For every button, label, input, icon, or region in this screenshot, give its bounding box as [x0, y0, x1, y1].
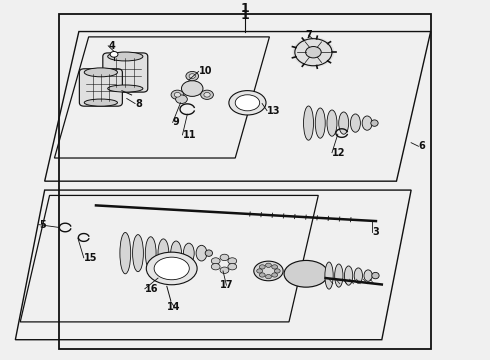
Circle shape — [186, 71, 198, 81]
Ellipse shape — [108, 52, 143, 61]
Circle shape — [306, 46, 321, 58]
Ellipse shape — [171, 241, 181, 265]
Ellipse shape — [108, 85, 143, 92]
Circle shape — [211, 264, 220, 270]
Circle shape — [189, 74, 196, 78]
Text: 9: 9 — [172, 117, 179, 127]
Ellipse shape — [205, 250, 213, 256]
Ellipse shape — [350, 114, 361, 132]
Circle shape — [293, 37, 334, 67]
Text: 12: 12 — [332, 148, 345, 158]
Circle shape — [171, 90, 184, 99]
Ellipse shape — [362, 116, 372, 130]
Text: 5: 5 — [39, 220, 46, 230]
Ellipse shape — [325, 262, 333, 289]
Text: 14: 14 — [168, 302, 181, 311]
Circle shape — [272, 273, 278, 277]
Circle shape — [220, 254, 229, 261]
Ellipse shape — [146, 237, 156, 270]
Text: 1: 1 — [241, 2, 249, 15]
Ellipse shape — [84, 99, 118, 106]
FancyBboxPatch shape — [103, 53, 148, 92]
Text: 8: 8 — [135, 99, 142, 108]
Ellipse shape — [339, 112, 349, 134]
Circle shape — [274, 269, 280, 273]
Circle shape — [228, 258, 237, 264]
Circle shape — [211, 258, 220, 264]
Ellipse shape — [344, 266, 353, 285]
Circle shape — [257, 269, 263, 273]
Text: 10: 10 — [198, 67, 212, 76]
Circle shape — [228, 264, 237, 270]
Ellipse shape — [196, 245, 207, 261]
Ellipse shape — [183, 243, 194, 263]
Text: 11: 11 — [182, 130, 196, 140]
Circle shape — [201, 90, 213, 99]
Circle shape — [110, 51, 118, 57]
Ellipse shape — [133, 235, 144, 272]
Ellipse shape — [158, 239, 169, 267]
Text: 17: 17 — [220, 280, 233, 290]
Ellipse shape — [154, 257, 189, 280]
Circle shape — [266, 263, 271, 267]
Circle shape — [272, 265, 278, 269]
Ellipse shape — [372, 273, 379, 279]
Ellipse shape — [327, 110, 337, 136]
Ellipse shape — [315, 108, 325, 138]
Circle shape — [174, 93, 181, 97]
Ellipse shape — [354, 268, 363, 283]
Ellipse shape — [254, 261, 283, 281]
Text: 16: 16 — [145, 284, 158, 294]
Text: 1: 1 — [241, 9, 249, 22]
Text: 3: 3 — [372, 227, 379, 237]
Text: 7: 7 — [305, 30, 312, 40]
Ellipse shape — [229, 91, 266, 115]
Text: 6: 6 — [418, 141, 425, 151]
Circle shape — [259, 265, 265, 269]
Ellipse shape — [147, 252, 197, 285]
Ellipse shape — [303, 106, 314, 140]
Ellipse shape — [84, 68, 118, 77]
FancyBboxPatch shape — [79, 69, 122, 106]
Circle shape — [181, 81, 203, 96]
Text: 13: 13 — [267, 105, 280, 116]
Ellipse shape — [235, 95, 260, 111]
Circle shape — [175, 95, 187, 104]
Ellipse shape — [371, 120, 378, 126]
Text: 4: 4 — [108, 41, 115, 51]
Circle shape — [259, 273, 265, 277]
Circle shape — [220, 267, 229, 274]
Circle shape — [204, 93, 210, 97]
Text: 15: 15 — [84, 253, 97, 263]
Circle shape — [266, 275, 271, 279]
Ellipse shape — [284, 260, 328, 287]
Ellipse shape — [335, 264, 343, 287]
Ellipse shape — [364, 270, 372, 281]
Ellipse shape — [120, 233, 131, 274]
